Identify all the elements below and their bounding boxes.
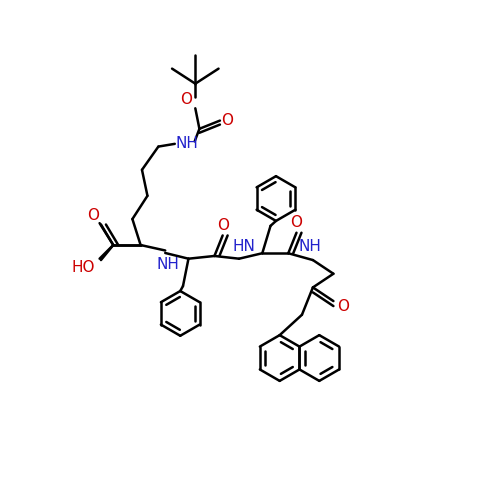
Text: O: O <box>222 113 234 128</box>
Text: NH: NH <box>299 238 322 254</box>
Text: O: O <box>180 92 192 107</box>
Text: O: O <box>338 298 349 314</box>
Text: O: O <box>216 218 228 233</box>
Text: O: O <box>290 216 302 230</box>
Text: HN: HN <box>232 239 256 254</box>
Text: HO: HO <box>72 260 96 275</box>
Text: O: O <box>88 208 100 223</box>
Text: NH: NH <box>156 257 179 272</box>
Text: NH: NH <box>176 136 199 152</box>
